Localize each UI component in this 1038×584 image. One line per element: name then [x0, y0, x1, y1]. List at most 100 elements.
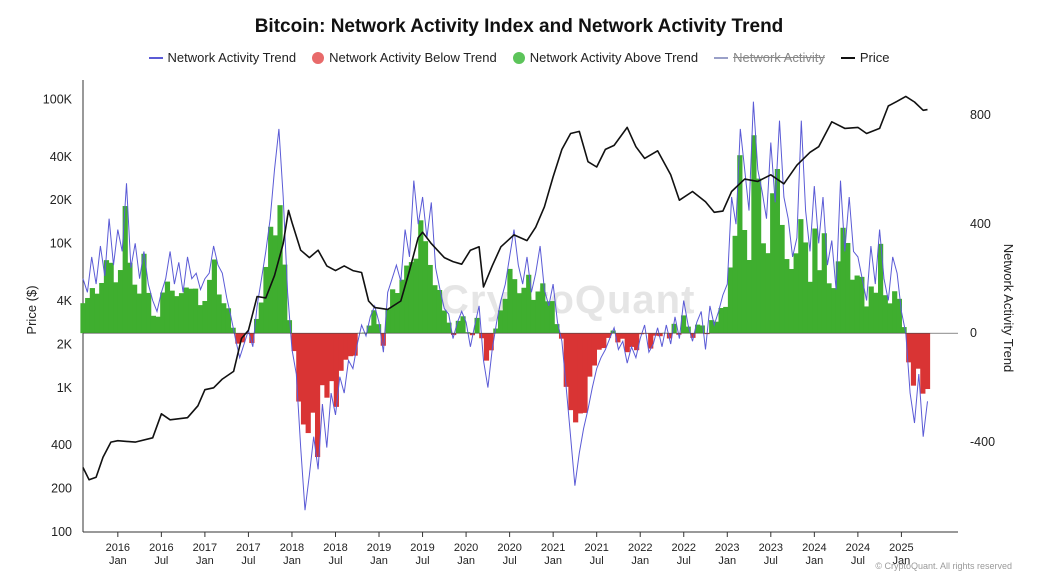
above-trend-bar — [127, 262, 133, 334]
below-trend-bar — [329, 333, 335, 382]
above-trend-bar — [385, 309, 391, 334]
above-trend-bar — [117, 270, 124, 334]
above-trend-bar — [812, 228, 818, 334]
below-trend-bar — [573, 333, 579, 423]
legend-label-activity: Network Activity — [733, 50, 825, 65]
above-trend-bar — [132, 284, 138, 334]
above-trend-bar — [122, 206, 128, 334]
above-trend-bar — [80, 303, 86, 334]
x-tick-year-label: 2019 — [367, 542, 391, 554]
below-trend-bar — [488, 333, 494, 351]
above-trend-bar — [460, 316, 466, 334]
below-trend-bar — [291, 333, 297, 352]
below-trend-bar — [615, 333, 621, 343]
above-trend-bar — [695, 324, 701, 334]
below-trend-bar — [347, 333, 354, 357]
x-tick-period-label: Jul — [328, 555, 342, 567]
above-trend-bar — [737, 155, 743, 334]
above-trend-bar — [610, 330, 616, 334]
above-trend-bar — [554, 324, 560, 334]
above-trend-bar — [516, 293, 522, 334]
above-trend-bar — [502, 298, 508, 334]
above-trend-bar — [230, 327, 236, 334]
above-trend-bar — [113, 282, 119, 334]
above-trend-bar — [103, 260, 110, 334]
below-trend-bar — [469, 333, 476, 336]
above-trend-bar — [169, 290, 175, 334]
above-trend-bar — [774, 168, 780, 334]
x-tick-year-label: 2021 — [584, 542, 608, 554]
below-trend-bar — [582, 333, 588, 413]
above-trend-bar — [779, 224, 785, 334]
legend-label-trend: Network Activity Trend — [167, 50, 297, 65]
x-tick-period-label: Jan — [805, 555, 823, 567]
x-tick-year-label: 2016 — [106, 542, 130, 554]
below-trend-bar — [596, 333, 602, 350]
below-trend-bar — [563, 333, 569, 387]
legend-item-below-trend[interactable]: Network Activity Below Trend — [312, 50, 497, 65]
x-tick-period-label: Jul — [416, 555, 430, 567]
below-trend-bar — [324, 333, 330, 398]
above-trend-bar — [258, 302, 264, 334]
below-trend-bar — [666, 333, 673, 339]
above-trend-bar — [164, 281, 171, 334]
above-trend-bar — [544, 301, 551, 334]
above-trend-bar — [160, 292, 166, 334]
above-trend-bar — [807, 281, 813, 334]
x-tick-year-label: 2021 — [541, 542, 565, 554]
legend-item-network-activity[interactable]: Network Activity — [714, 50, 825, 65]
above-trend-bar — [798, 219, 804, 334]
y-left-tick-label: 1K — [57, 381, 73, 395]
y-axis-left-title: Price ($) — [24, 285, 39, 334]
above-trend-bar — [94, 293, 100, 334]
y-axis-right-title: Network Activity Trend — [1001, 244, 1016, 373]
x-tick-year-label: 2018 — [280, 542, 304, 554]
x-tick-period-label: Jan — [544, 555, 562, 567]
x-tick-period-label: Jul — [590, 555, 604, 567]
above-trend-bar — [253, 318, 260, 334]
below-trend-bar — [338, 333, 344, 371]
below-trend-bar — [657, 333, 663, 337]
below-trend-bar — [915, 333, 921, 369]
y-right-tick-label: 400 — [970, 217, 991, 231]
below-trend-bar — [451, 333, 457, 336]
above-trend-bar — [422, 241, 429, 334]
x-tick-period-label: Jan — [631, 555, 649, 567]
above-trend-bar — [446, 322, 452, 334]
above-trend-bar — [699, 325, 705, 334]
x-tick-period-label: Jan — [893, 555, 911, 567]
above-trend-bar — [216, 294, 222, 334]
above-trend-bar — [671, 323, 677, 334]
price-line — [82, 95, 928, 481]
above-trend-bar — [784, 259, 790, 334]
above-trend-bar — [141, 253, 147, 334]
below-trend-bar — [314, 333, 321, 458]
above-trend-bar — [882, 295, 888, 334]
above-trend-bar — [277, 205, 283, 334]
above-trend-bar — [390, 289, 396, 334]
below-trend-bar — [648, 333, 654, 349]
x-tick-period-label: Jul — [764, 555, 778, 567]
legend-item-above-trend[interactable]: Network Activity Above Trend — [512, 50, 698, 65]
legend-label-price: Price — [859, 50, 890, 65]
legend-item-network-activity-trend[interactable]: Network Activity Trend — [148, 50, 297, 65]
above-trend-bar — [831, 288, 837, 334]
above-trend-bar — [441, 310, 447, 334]
above-trend-bar — [746, 260, 752, 334]
above-trend-bar — [286, 320, 293, 334]
above-trend-bar — [85, 297, 91, 334]
x-tick-year-label: 2025 — [889, 542, 913, 554]
above-trend-bar — [549, 301, 555, 334]
legend-item-price[interactable]: Price — [840, 50, 890, 65]
y-left-tick-label: 4K — [57, 294, 73, 308]
above-trend-bar — [718, 308, 724, 334]
below-trend-bar — [910, 333, 917, 386]
above-trend-bar — [535, 291, 541, 334]
below-trend-bar — [343, 333, 349, 360]
y-left-tick-label: 20K — [50, 193, 73, 207]
x-tick-period-label: Jul — [241, 555, 255, 567]
legend-swatch-trend — [148, 56, 163, 59]
legend-swatch-below — [312, 51, 325, 64]
below-trend-bar — [319, 333, 325, 386]
network-activity-trend-line — [82, 101, 928, 511]
